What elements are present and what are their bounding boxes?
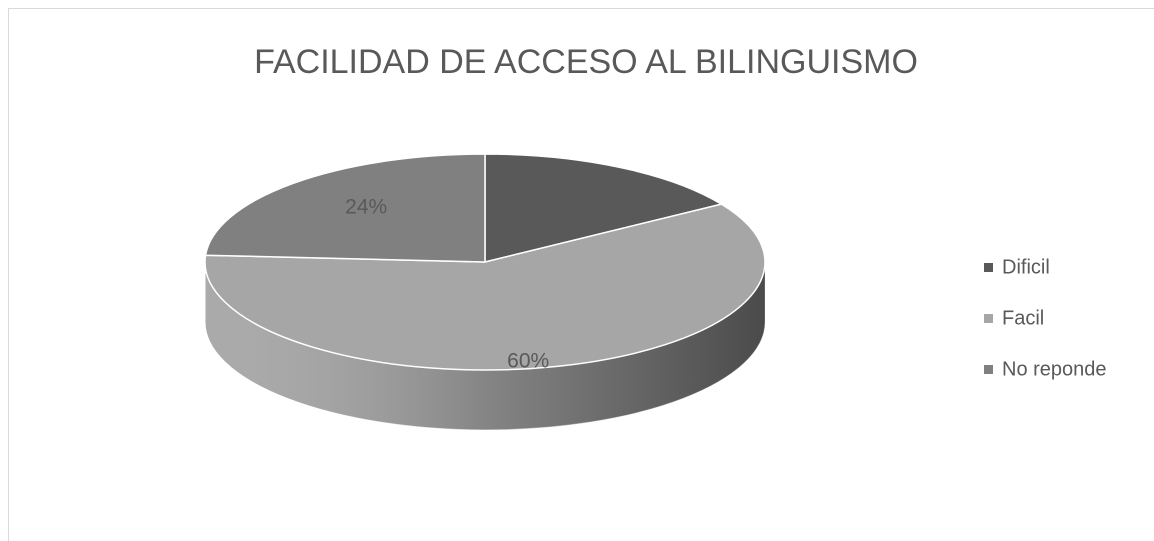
data-label: 60% bbox=[507, 349, 549, 372]
legend-label: Dificil bbox=[1002, 256, 1050, 278]
legend-label: No reponde bbox=[1002, 358, 1107, 380]
legend-swatch bbox=[984, 314, 993, 323]
data-label: 16% bbox=[548, 186, 590, 209]
legend-swatch bbox=[984, 365, 993, 374]
slice-side-shade bbox=[205, 262, 765, 430]
slice bbox=[484, 153, 724, 263]
slice bbox=[204, 203, 766, 371]
slice bbox=[204, 153, 486, 263]
legend-swatch bbox=[984, 263, 993, 272]
data-label: 24% bbox=[345, 196, 387, 219]
legend-label: Facil bbox=[1002, 307, 1044, 329]
chart-title: FACILIDAD DE ACCESO AL BILINGUISMO bbox=[254, 43, 918, 81]
pie: 16% 60% 24% bbox=[204, 153, 766, 431]
